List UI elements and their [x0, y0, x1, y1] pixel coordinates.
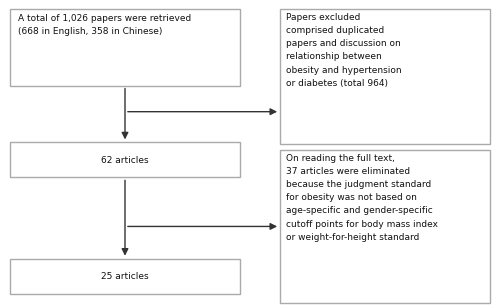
Text: A total of 1,026 papers were retrieved
(668 in English, 358 in Chinese): A total of 1,026 papers were retrieved (… [18, 14, 191, 36]
FancyBboxPatch shape [10, 142, 240, 177]
FancyBboxPatch shape [10, 259, 240, 294]
Text: 62 articles: 62 articles [101, 155, 149, 165]
FancyBboxPatch shape [280, 9, 490, 144]
FancyBboxPatch shape [280, 150, 490, 303]
FancyBboxPatch shape [10, 9, 240, 86]
Text: Papers excluded
comprised duplicated
papers and discussion on
relationship betwe: Papers excluded comprised duplicated pap… [286, 13, 402, 88]
Text: On reading the full text,
37 articles were eliminated
because the judgment stand: On reading the full text, 37 articles we… [286, 154, 438, 242]
Text: 25 articles: 25 articles [101, 272, 149, 281]
